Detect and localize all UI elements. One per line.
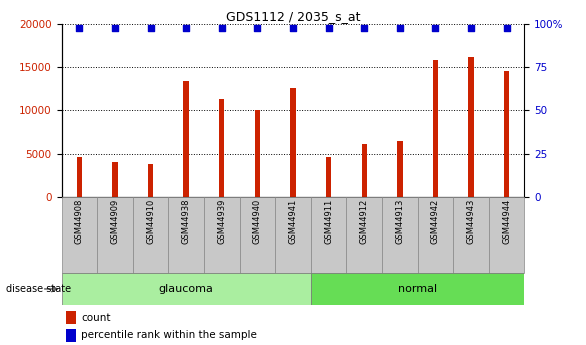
Bar: [275, 197, 311, 273]
Bar: [133, 197, 168, 273]
Text: GSM44913: GSM44913: [396, 199, 404, 244]
Bar: [183, 81, 189, 197]
Bar: [504, 71, 509, 197]
Text: glaucoma: glaucoma: [159, 284, 214, 294]
Point: [146, 26, 155, 31]
Text: GSM44939: GSM44939: [217, 199, 226, 244]
Bar: [290, 88, 296, 197]
Bar: [62, 197, 97, 273]
Title: GDS1112 / 2035_s_at: GDS1112 / 2035_s_at: [226, 10, 360, 23]
Bar: [148, 164, 153, 197]
Text: GSM44943: GSM44943: [466, 199, 476, 244]
Bar: [66, 311, 76, 324]
Bar: [219, 99, 224, 197]
Text: GSM44940: GSM44940: [253, 199, 262, 244]
Point: [217, 26, 226, 31]
Bar: [397, 141, 403, 197]
Text: disease state: disease state: [6, 284, 71, 294]
Bar: [255, 110, 260, 197]
Point: [288, 26, 298, 31]
Bar: [240, 197, 275, 273]
Text: GSM44938: GSM44938: [182, 199, 190, 244]
Point: [110, 26, 120, 31]
Text: GSM44912: GSM44912: [360, 199, 369, 244]
Text: percentile rank within the sample: percentile rank within the sample: [81, 331, 257, 341]
Text: GSM44944: GSM44944: [502, 199, 511, 244]
Point: [466, 26, 476, 31]
Text: GSM44909: GSM44909: [110, 199, 120, 244]
Bar: [168, 197, 204, 273]
Bar: [418, 197, 453, 273]
Bar: [311, 197, 346, 273]
Bar: [62, 273, 311, 305]
Bar: [113, 162, 118, 197]
Bar: [66, 329, 76, 342]
Bar: [97, 197, 133, 273]
Text: GSM44910: GSM44910: [146, 199, 155, 244]
Text: normal: normal: [398, 284, 437, 294]
Bar: [204, 197, 240, 273]
Bar: [77, 157, 82, 197]
Bar: [326, 157, 331, 197]
Bar: [489, 197, 524, 273]
Point: [253, 26, 262, 31]
Point: [395, 26, 404, 31]
Bar: [453, 197, 489, 273]
Bar: [311, 273, 524, 305]
Bar: [433, 60, 438, 197]
Text: GSM44908: GSM44908: [75, 199, 84, 244]
Bar: [362, 144, 367, 197]
Text: GSM44941: GSM44941: [288, 199, 298, 244]
Point: [502, 26, 512, 31]
Text: count: count: [81, 313, 111, 323]
Point: [324, 26, 333, 31]
Point: [360, 26, 369, 31]
Point: [74, 26, 84, 31]
Bar: [468, 57, 473, 197]
Point: [431, 26, 440, 31]
Text: GSM44942: GSM44942: [431, 199, 440, 244]
Text: GSM44911: GSM44911: [324, 199, 333, 244]
Point: [182, 26, 191, 31]
Bar: [382, 197, 418, 273]
Bar: [346, 197, 382, 273]
